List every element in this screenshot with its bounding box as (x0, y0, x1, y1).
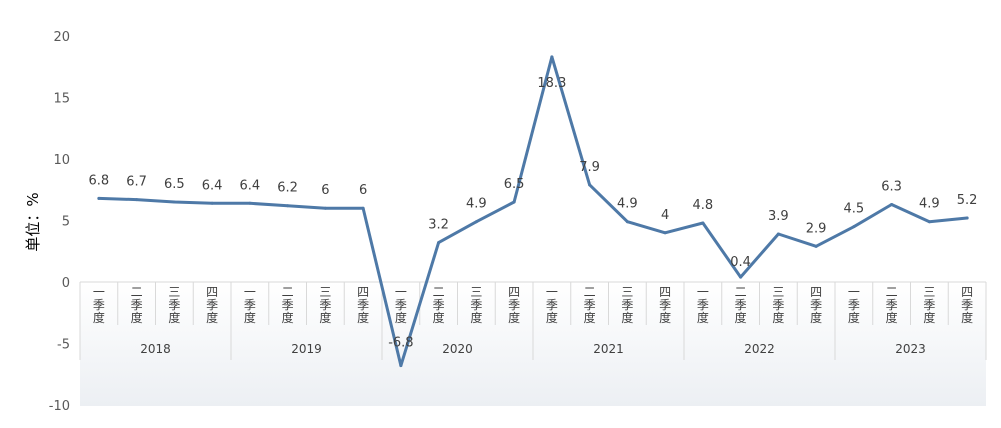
x-tick-label: 四季度 (961, 285, 973, 325)
data-point (852, 225, 856, 229)
x-axis: 一季度 二季度 三季度 四季度 一季度 二季度 三季度 四季度 一季度 二季度 三季度 四季度 一季度 二… (79, 281, 987, 360)
year-label: 2019 (291, 342, 322, 356)
y-tick-label: -10 (49, 399, 70, 414)
data-point (814, 244, 818, 248)
data-label: 18.3 (537, 76, 566, 91)
x-tick-label: 四季度 (508, 285, 520, 325)
x-tick-label: 三季度 (772, 285, 784, 325)
series-line (97, 55, 969, 368)
data-point (663, 231, 667, 235)
x-tick-label: 四季度 (357, 285, 369, 325)
data-point (210, 201, 214, 205)
x-tick-label: 三季度 (621, 285, 633, 325)
data-label: 4.8 (693, 198, 714, 213)
year-label: 2021 (593, 342, 624, 356)
data-point (97, 196, 101, 200)
year-label: 2018 (140, 342, 171, 356)
data-label: 6.7 (126, 175, 147, 190)
y-tick-label: 15 (53, 92, 70, 107)
data-point (248, 201, 252, 205)
data-label: 6.3 (881, 180, 902, 195)
data-label: 4.5 (844, 202, 865, 217)
y-tick-label: 10 (53, 153, 70, 168)
data-label: 6.5 (164, 177, 185, 192)
data-label: 4.9 (919, 197, 940, 212)
data-point (437, 241, 441, 245)
x-tick-label: 四季度 (810, 285, 822, 325)
data-point (361, 206, 365, 210)
x-tick-label: 三季度 (470, 285, 482, 325)
x-tick-label: 三季度 (319, 285, 331, 325)
data-label: 6.4 (240, 178, 261, 193)
data-label: 4.9 (466, 197, 487, 212)
data-point (588, 183, 592, 187)
year-label: 2022 (744, 342, 775, 356)
data-point (890, 203, 894, 207)
x-tick-label: 一季度 (848, 285, 860, 325)
x-tick-label: 二季度 (131, 285, 143, 325)
data-point (701, 221, 705, 225)
data-point (474, 220, 478, 224)
data-point (776, 232, 780, 236)
data-label: 4 (661, 208, 669, 223)
data-point (286, 204, 290, 208)
data-point (550, 55, 554, 59)
year-label: 2023 (895, 342, 926, 356)
data-point (625, 220, 629, 224)
x-tick-label: 四季度 (659, 285, 671, 325)
x-tick-label: 三季度 (923, 285, 935, 325)
data-label: 0.4 (730, 255, 751, 270)
plot-area: 6.8 6.7 6.5 6.4 6.4 6.2 6 6 -6.8 3.2 4.9 6.5 18.3 7.9… (89, 55, 978, 368)
data-label: -6.8 (388, 336, 413, 351)
data-label: 3.9 (768, 209, 789, 224)
y-axis-ticks: 20 15 10 5 0 -5 -10 (49, 30, 70, 414)
data-point (512, 200, 516, 204)
year-label: 2020 (442, 342, 473, 356)
data-point (965, 216, 969, 220)
data-label: 7.9 (579, 160, 600, 175)
x-tick-label: 一季度 (395, 285, 407, 325)
x-tick-label: 一季度 (546, 285, 558, 325)
data-point (172, 200, 176, 204)
data-point (323, 206, 327, 210)
data-label: 3.2 (428, 218, 449, 233)
data-point (399, 364, 403, 368)
x-tick-label: 四季度 (206, 285, 218, 325)
x-tick-label: 二季度 (433, 285, 445, 325)
data-label: 2.9 (806, 221, 827, 236)
x-tick-label: 二季度 (282, 285, 294, 325)
x-tick-label: 一季度 (93, 285, 105, 325)
data-point (135, 198, 139, 202)
x-tick-label: 一季度 (244, 285, 256, 325)
data-label: 6 (321, 183, 329, 198)
x-tick-label: 一季度 (697, 285, 709, 325)
y-tick-label: 5 (62, 215, 70, 230)
y-tick-label: 0 (62, 276, 70, 291)
data-label: 5.2 (957, 193, 978, 208)
data-label: 4.9 (617, 197, 638, 212)
data-point (739, 275, 743, 279)
y-tick-label: -5 (57, 338, 70, 353)
x-tick-label: 二季度 (735, 285, 747, 325)
data-point (927, 220, 931, 224)
x-tick-label: 三季度 (168, 285, 180, 325)
data-label: 6.2 (277, 181, 298, 196)
data-label: 6.5 (504, 177, 525, 192)
x-tick-label: 二季度 (886, 285, 898, 325)
y-axis-label: 单位：% (24, 192, 42, 251)
data-label: 6 (359, 183, 367, 198)
data-label: 6.4 (202, 178, 223, 193)
x-tick-label: 二季度 (584, 285, 596, 325)
data-label: 6.8 (89, 173, 110, 188)
y-tick-label: 20 (53, 30, 70, 45)
